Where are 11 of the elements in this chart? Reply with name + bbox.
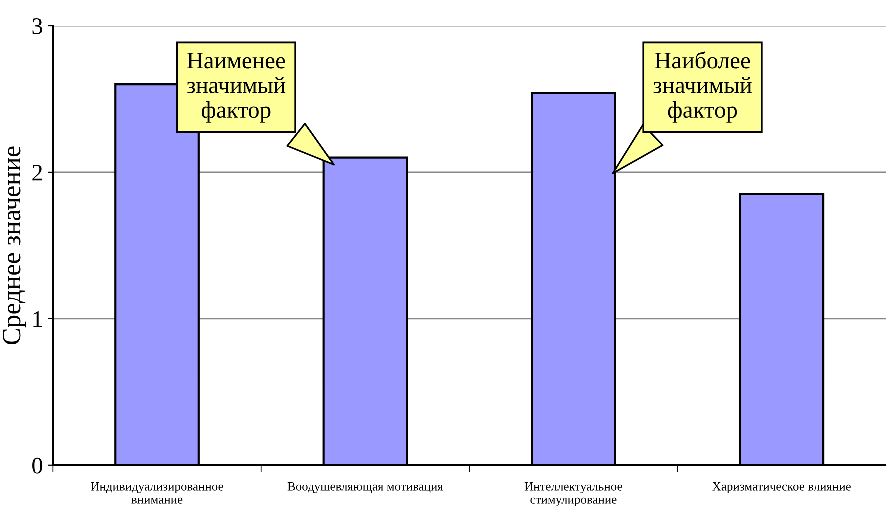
x-tick-label: Воодушевляющая мотивация	[288, 482, 444, 494]
y-tick-label: 0	[32, 458, 43, 474]
y-axis-title: Среднее значение	[2, 146, 26, 345]
annotation: Наименее значимый фактор	[187, 53, 286, 123]
x-tick-label: Индивидуализированное внимание	[91, 482, 224, 504]
annotation: Наиболее значимый фактор	[654, 52, 752, 123]
y-tick-label: 3	[32, 18, 43, 34]
y-tick-label: 2	[32, 165, 42, 181]
x-tick-label: Харизматическое влияние	[712, 482, 851, 494]
x-tick-label: Интеллектуальное стимулирование	[524, 482, 622, 507]
y-tick-label: 1	[34, 312, 42, 328]
